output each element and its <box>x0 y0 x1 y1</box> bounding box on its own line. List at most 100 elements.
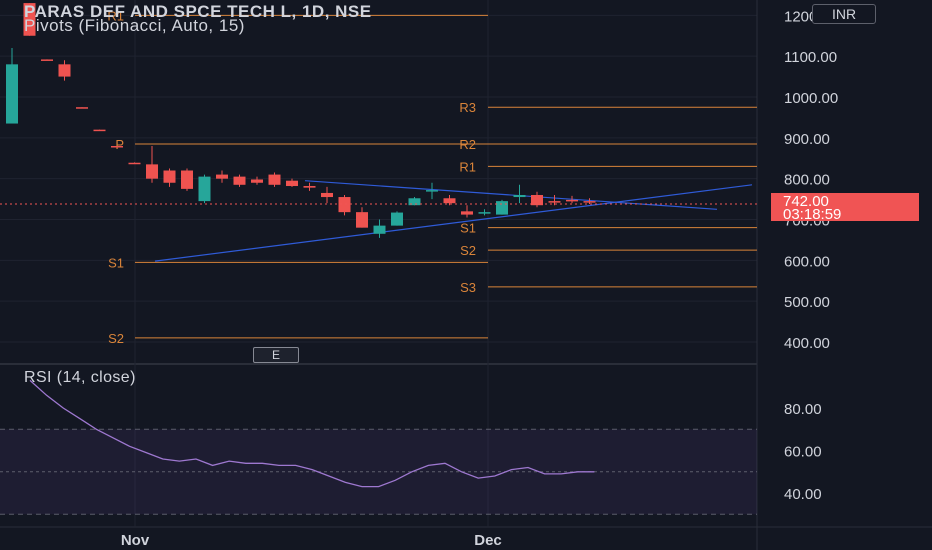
earnings-marker[interactable]: E <box>253 347 299 363</box>
current-price-value: 742.00 <box>783 193 829 210</box>
candle-body <box>391 212 403 226</box>
candle <box>111 146 123 148</box>
candle <box>408 197 421 206</box>
candle-body <box>128 162 141 165</box>
candle-body <box>111 146 123 148</box>
trendlines[interactable] <box>154 180 753 262</box>
price-axis[interactable]: 1200.001100.001000.00900.00800.00700.006… <box>784 8 838 352</box>
candle <box>356 207 368 228</box>
symbol-title[interactable]: PARAS DEF AND SPCE TECH L, 1D, NSE <box>24 2 372 21</box>
candle <box>321 186 333 204</box>
trendline <box>304 180 718 210</box>
bar-countdown: 03:18:59 <box>783 206 842 223</box>
price-axis-label: 400.00 <box>784 335 830 352</box>
candle <box>163 168 176 187</box>
candle <box>461 205 473 218</box>
time-label-nov: Nov <box>121 532 150 549</box>
candle <box>6 48 18 124</box>
candle <box>478 209 491 216</box>
price-axis-label: 1000.00 <box>784 90 838 107</box>
candle <box>58 60 71 81</box>
candle <box>391 211 403 226</box>
candle <box>303 182 316 191</box>
candle-body <box>146 164 158 179</box>
candle-body <box>408 198 421 206</box>
time-label-dec: Dec <box>474 532 502 549</box>
candle-body <box>443 198 456 204</box>
candle <box>128 162 141 165</box>
candle-body <box>198 176 211 202</box>
currency-button[interactable]: INR <box>812 4 876 24</box>
pivot-label-p: P <box>115 137 124 152</box>
candle-body <box>548 201 561 203</box>
candle <box>338 195 351 216</box>
candle <box>513 184 526 204</box>
pivot-label-s2: S2 <box>460 243 476 258</box>
candle <box>198 174 211 204</box>
candle <box>373 219 386 238</box>
price-axis-label: 900.00 <box>784 131 830 148</box>
candle <box>216 170 228 183</box>
price-axis-label: 1100.00 <box>784 49 837 66</box>
pivots-legend[interactable]: Pivots (Fibonacci, Auto, 15) <box>24 16 245 35</box>
pivot-label-s3: S3 <box>460 280 476 295</box>
price-axis-label: 500.00 <box>784 294 830 311</box>
candle <box>443 195 456 206</box>
pivot-label-r1: R1 <box>459 159 476 174</box>
candle <box>496 199 508 215</box>
candle <box>76 107 88 109</box>
candle-body <box>233 176 246 185</box>
candle-body <box>268 174 281 185</box>
candle-body <box>461 211 473 215</box>
candle <box>251 176 263 185</box>
candle-body <box>531 195 543 206</box>
candle <box>181 168 193 191</box>
candle-body <box>6 64 18 124</box>
rsi-pane <box>0 379 757 515</box>
candle-body <box>496 201 508 215</box>
candle-body <box>286 180 298 187</box>
trendline <box>154 184 753 262</box>
price-axis-label: 600.00 <box>784 253 830 270</box>
candle <box>566 195 578 204</box>
candle-body <box>583 201 596 203</box>
price-grid <box>0 14 757 343</box>
candle-body <box>513 195 526 198</box>
pivot-label-s1: S1 <box>460 221 476 236</box>
rsi-axis[interactable]: 80.00 60.00 40.00 <box>784 401 822 503</box>
candle <box>23 3 36 36</box>
candle <box>583 198 596 204</box>
rsi-line <box>29 379 595 488</box>
pivot-label-r2: R2 <box>459 137 476 152</box>
rsi-axis-label: 80.00 <box>784 401 822 418</box>
candle <box>286 178 298 187</box>
pivot-label-s1: S1 <box>108 255 124 270</box>
candle <box>531 191 543 208</box>
candle-body <box>338 197 351 213</box>
candle-body <box>93 129 106 132</box>
rsi-axis-label: 60.00 <box>784 444 822 461</box>
pivot-label-r1: R1 <box>107 8 124 23</box>
candle-body <box>181 170 193 189</box>
candle-body <box>41 59 53 61</box>
candle <box>268 172 281 187</box>
candle-body <box>566 199 578 202</box>
candle <box>41 59 53 61</box>
pivot-label-r3: R3 <box>459 100 476 115</box>
candle-body <box>216 174 228 179</box>
candle-body <box>426 190 438 192</box>
candle-body <box>251 179 263 183</box>
candle-body <box>356 212 368 228</box>
candle <box>426 182 438 200</box>
current-price-badge: 742.00 03:18:59 <box>771 193 919 223</box>
candle-body <box>321 192 333 198</box>
rsi-legend[interactable]: RSI (14, close) <box>24 369 136 386</box>
rsi-axis-label: 40.00 <box>784 486 822 503</box>
candle <box>146 146 158 183</box>
pivot-label-s2: S2 <box>108 331 124 346</box>
candle <box>93 129 106 132</box>
candle-body <box>23 3 36 36</box>
candle <box>548 195 561 206</box>
candle <box>233 174 246 187</box>
